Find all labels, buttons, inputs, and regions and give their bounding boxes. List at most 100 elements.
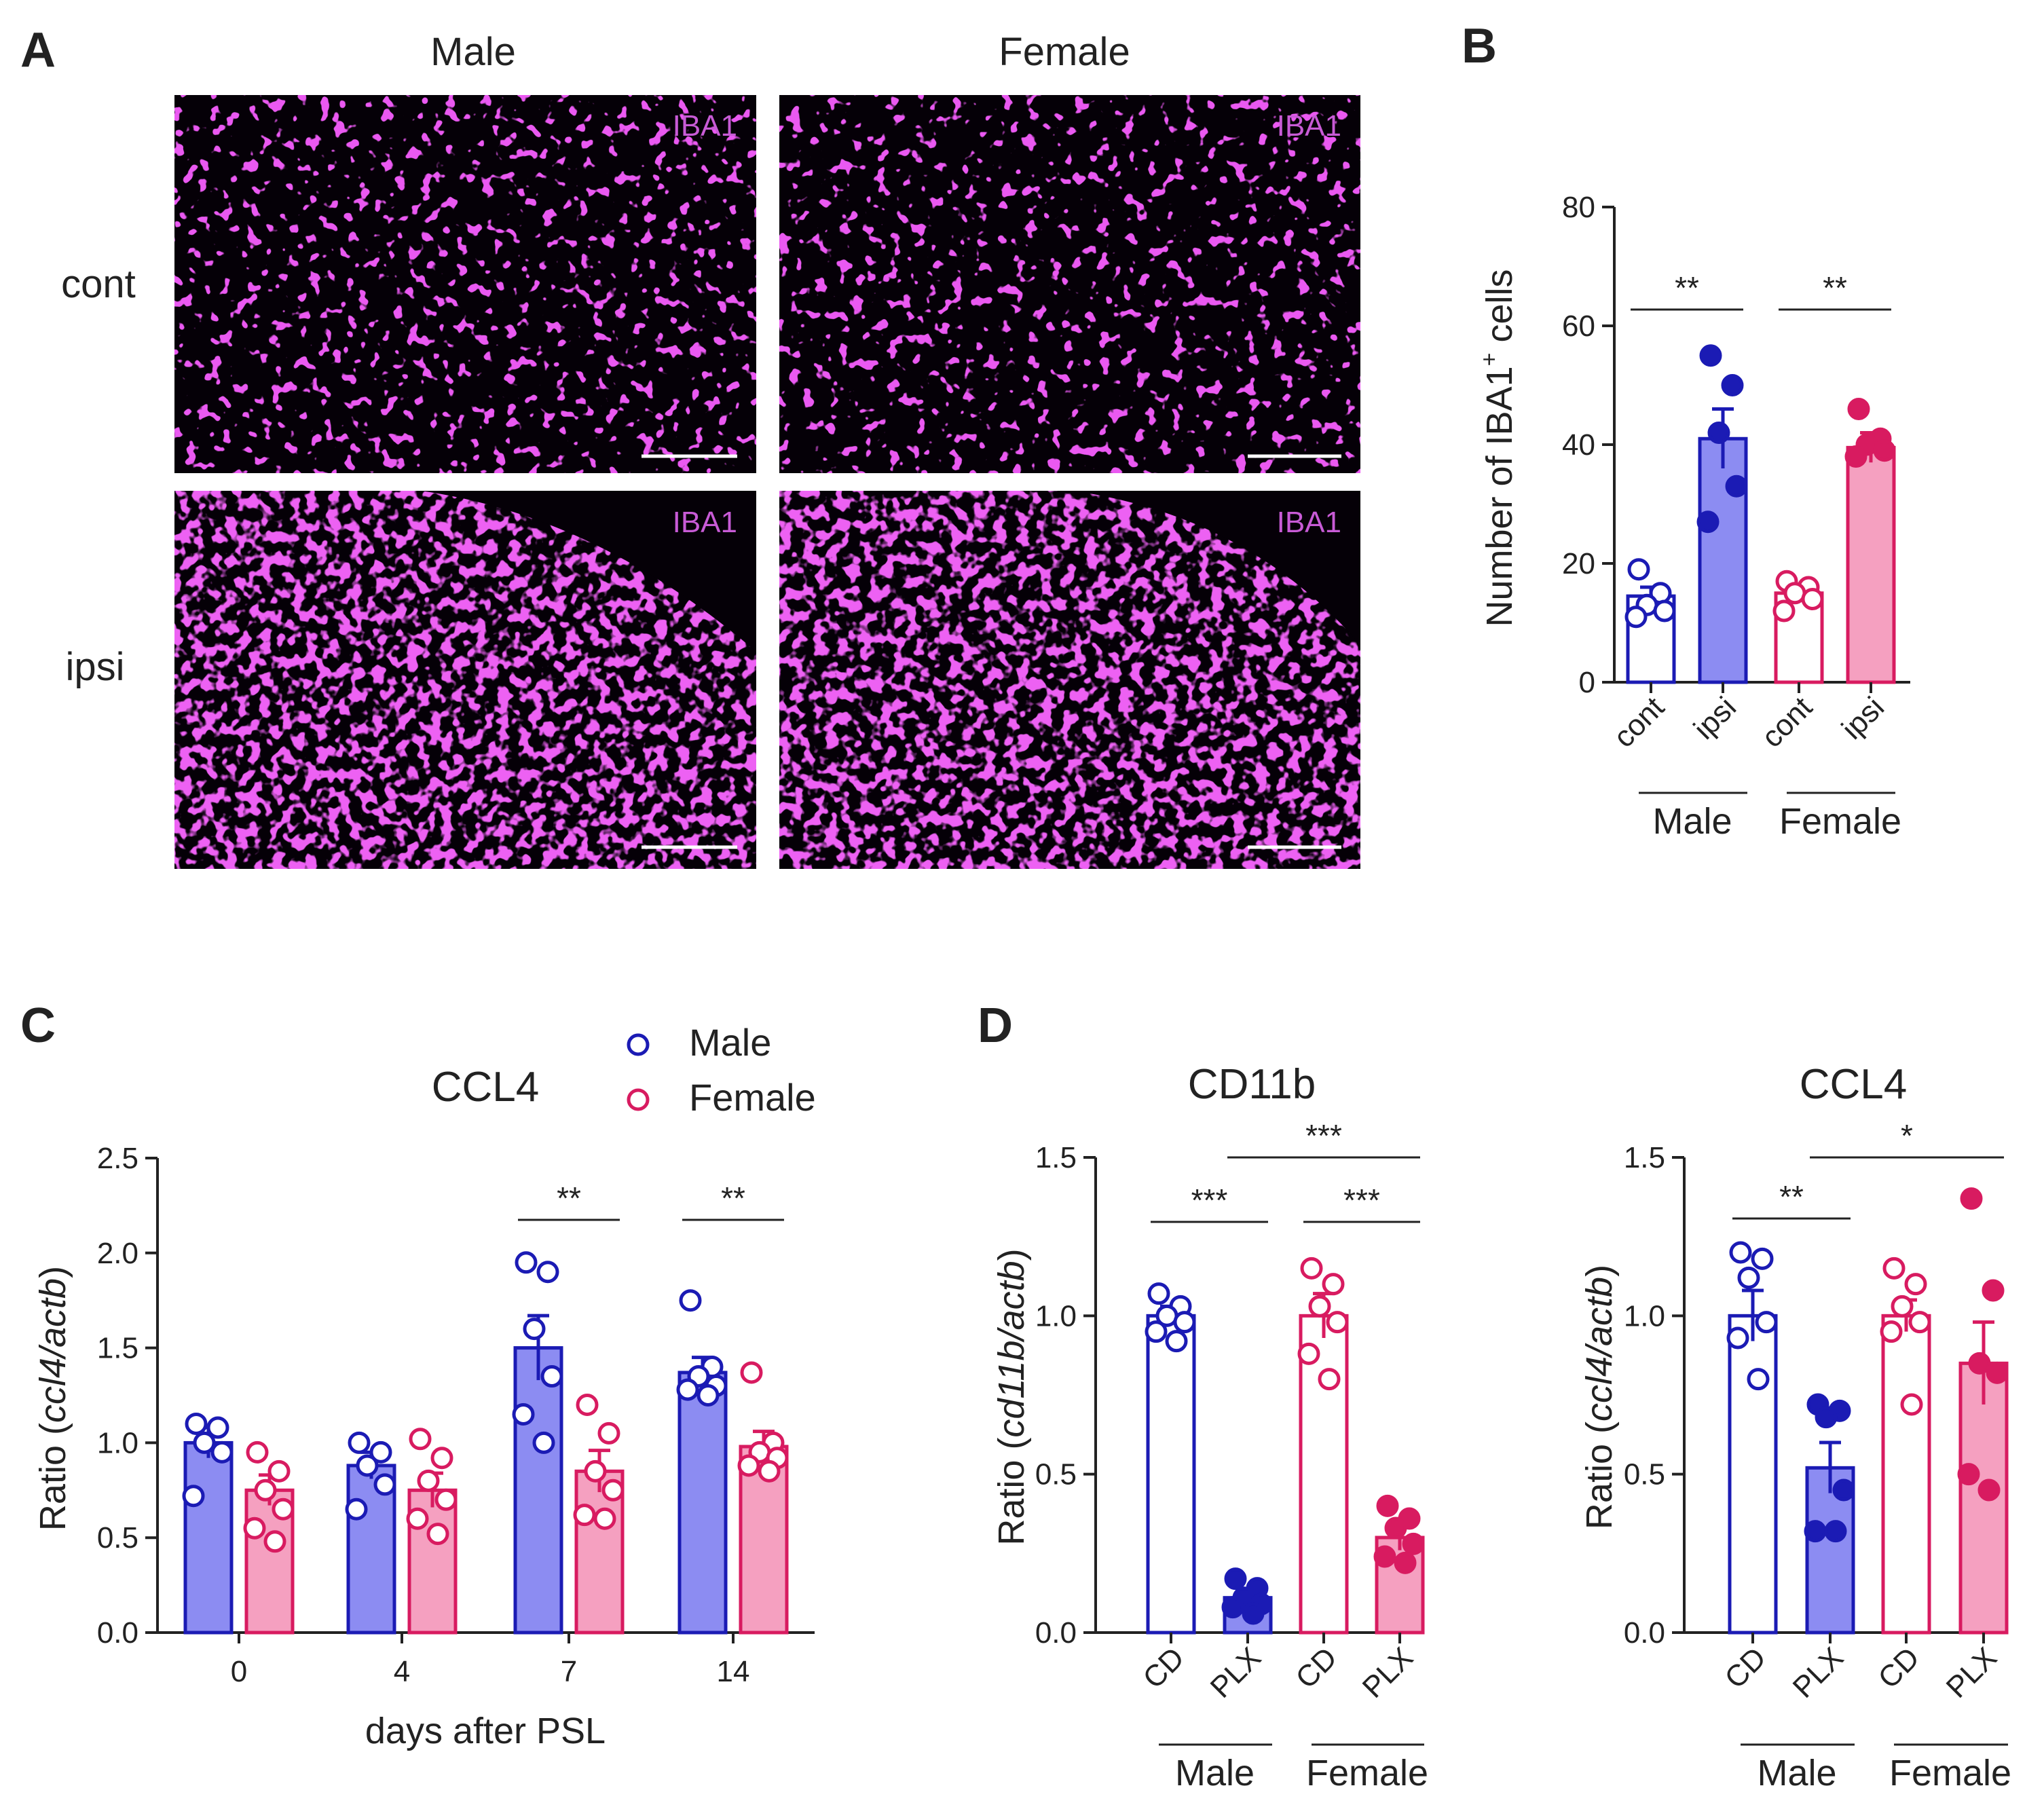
- data-point: [1772, 599, 1796, 622]
- data-point: [1394, 1551, 1417, 1574]
- data-point: [512, 1402, 535, 1426]
- x-tick-label: CD: [1136, 1641, 1191, 1695]
- y-tick-label: 60: [1562, 310, 1595, 343]
- significance-label: ***: [1191, 1183, 1228, 1218]
- x-tick-label: ipsi: [1836, 690, 1891, 745]
- column-header-female: Female: [999, 30, 1130, 74]
- data-point: [1699, 344, 1722, 367]
- data-point: [1297, 1342, 1320, 1365]
- panel-letter-b: B: [1462, 19, 1497, 73]
- data-point: [417, 1469, 440, 1492]
- data-point: [1815, 1406, 1838, 1429]
- data-point: [1737, 1266, 1760, 1289]
- data-point: [263, 1530, 286, 1553]
- data-point: [597, 1421, 620, 1445]
- x-tick-label: 7: [561, 1655, 577, 1688]
- data-point: [1832, 1478, 1855, 1502]
- chart-d-ccl4: CCL4 Ratio (ccl4/actb) 0.0 0.5 1.0 1.5 CD PLX…: [1579, 1061, 2011, 1793]
- data-point: [182, 1485, 205, 1508]
- row-header-cont: cont: [61, 262, 136, 306]
- stain-label: IBA1: [1277, 109, 1341, 143]
- chart-title: CD11b: [1188, 1061, 1316, 1108]
- data-point: [1322, 1273, 1345, 1296]
- data-point: [1847, 398, 1870, 420]
- micrograph-female-cont: IBA1: [779, 95, 1360, 473]
- y-tick-label: 1.0: [1035, 1299, 1077, 1333]
- data-point: [1242, 1602, 1265, 1625]
- significance-label: ***: [1305, 1118, 1342, 1153]
- y-tick-label: 0.5: [1035, 1458, 1077, 1491]
- data-point: [1318, 1368, 1341, 1391]
- y-tick-label: 2.0: [97, 1237, 138, 1270]
- data-point: [409, 1428, 432, 1451]
- data-point: [1145, 1320, 1168, 1343]
- data-point: [1747, 1368, 1770, 1391]
- group-label: Female: [1889, 1753, 2011, 1793]
- panel-letter-d: D: [978, 999, 1013, 1053]
- data-point: [1801, 588, 1824, 610]
- data-point: [1373, 1545, 1396, 1568]
- data-point: [1960, 1187, 1983, 1210]
- data-point: [406, 1507, 429, 1530]
- x-axis-label: days after PSL: [365, 1711, 606, 1751]
- data-point: [430, 1447, 453, 1470]
- x-tick-label: ipsi: [1688, 690, 1743, 745]
- data-point: [758, 1459, 781, 1483]
- data-point: [1755, 1311, 1778, 1334]
- y-axis-label: Ratio (ccl4/actb): [33, 1266, 73, 1531]
- data-point: [267, 1459, 291, 1483]
- data-point: [426, 1523, 449, 1546]
- data-point: [193, 1431, 216, 1454]
- data-point: [1707, 422, 1730, 444]
- stain-label: IBA1: [673, 109, 737, 143]
- legend-label: Male: [689, 1021, 771, 1064]
- data-point: [1908, 1311, 1931, 1334]
- y-tick-label: 0.0: [1624, 1616, 1665, 1650]
- data-point: [272, 1497, 295, 1521]
- data-point: [1725, 474, 1748, 498]
- y-tick-label: 1.0: [97, 1426, 138, 1459]
- significance-label: **: [1675, 270, 1699, 305]
- x-tick-label: 4: [394, 1655, 410, 1688]
- data-point: [1804, 1520, 1827, 1543]
- data-point: [1751, 1247, 1774, 1270]
- data-point: [584, 1459, 607, 1483]
- data-point: [1165, 1330, 1188, 1353]
- bar: [183, 1440, 234, 1635]
- y-tick-label: 80: [1562, 191, 1595, 224]
- data-point: [1308, 1295, 1331, 1318]
- x-tick-label: PLX: [1940, 1641, 2003, 1704]
- data-point: [601, 1478, 625, 1502]
- x-tick-label: cont: [1755, 690, 1819, 753]
- data-point: [576, 1393, 599, 1416]
- data-point: [185, 1412, 208, 1435]
- legend-label: Female: [689, 1076, 816, 1119]
- group-label: Male: [1652, 801, 1732, 842]
- data-point: [1900, 1393, 1923, 1416]
- data-point: [373, 1473, 396, 1496]
- stain-label: IBA1: [673, 506, 737, 539]
- micrograph-male-cont: IBA1: [174, 95, 756, 473]
- bar: [1881, 1314, 1931, 1635]
- data-point: [1147, 1282, 1170, 1305]
- data-point: [254, 1478, 277, 1502]
- significance-label: **: [1823, 270, 1847, 305]
- data-point: [536, 1261, 559, 1284]
- data-point: [1221, 1596, 1244, 1619]
- data-point: [1880, 1320, 1903, 1343]
- data-point: [1721, 374, 1744, 396]
- data-point: [1873, 439, 1896, 462]
- data-point: [573, 1504, 596, 1527]
- data-point: [1882, 1257, 1906, 1280]
- data-point: [1982, 1279, 2005, 1302]
- data-point: [1624, 606, 1648, 629]
- data-point: [696, 1384, 720, 1407]
- y-tick-label: 0.0: [97, 1616, 138, 1650]
- data-point: [523, 1318, 546, 1341]
- data-point: [246, 1440, 269, 1464]
- significance-label: **: [721, 1180, 745, 1216]
- data-point: [676, 1378, 699, 1401]
- data-point: [593, 1507, 616, 1530]
- y-axis-label: Number of IBA1+ cells: [1476, 269, 1520, 627]
- x-tick-label: CD: [1872, 1641, 1926, 1695]
